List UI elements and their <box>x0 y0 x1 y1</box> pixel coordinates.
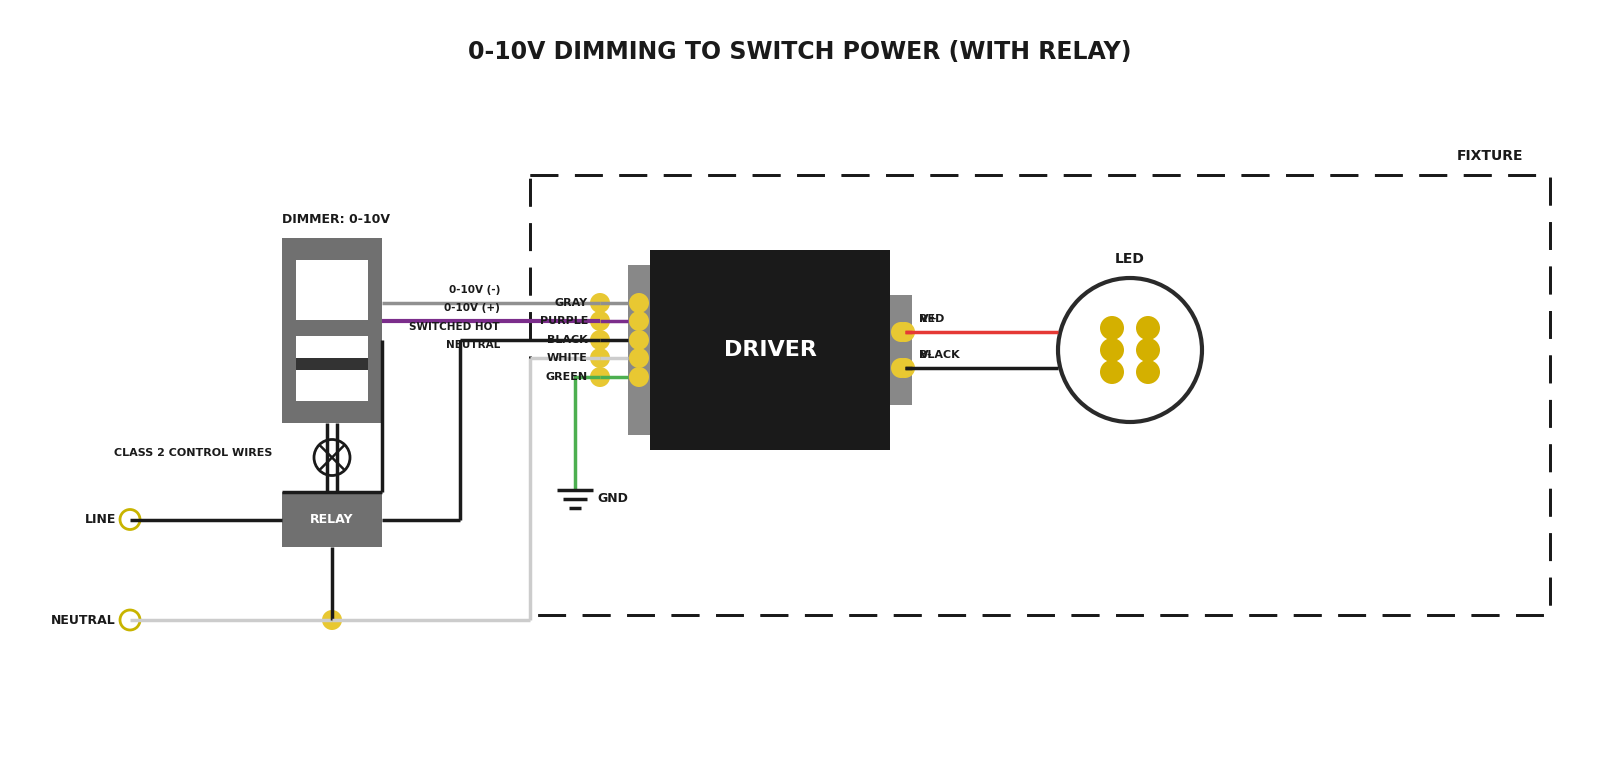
Circle shape <box>314 439 350 476</box>
Text: V-: V- <box>920 350 933 360</box>
Circle shape <box>590 330 610 350</box>
Text: GREEN: GREEN <box>546 372 589 382</box>
Bar <box>296 336 368 401</box>
Text: NEUTRAL: NEUTRAL <box>446 340 499 350</box>
Text: 0-10V DIMMING TO SWITCH POWER (WITH RELAY): 0-10V DIMMING TO SWITCH POWER (WITH RELA… <box>469 40 1131 64</box>
Text: LED: LED <box>1115 252 1146 266</box>
Circle shape <box>894 322 915 342</box>
Circle shape <box>590 367 610 387</box>
Text: GND: GND <box>597 492 627 505</box>
Bar <box>530 175 1550 615</box>
Circle shape <box>1101 316 1123 340</box>
Text: 0-10V (-): 0-10V (-) <box>448 285 499 295</box>
Bar <box>530 175 1550 615</box>
Circle shape <box>322 610 342 630</box>
Circle shape <box>1136 360 1160 384</box>
Circle shape <box>629 330 650 350</box>
Bar <box>282 238 382 423</box>
Circle shape <box>891 358 910 378</box>
Circle shape <box>629 367 650 387</box>
Text: GRAY: GRAY <box>555 298 589 308</box>
Circle shape <box>1101 338 1123 362</box>
Text: 0-10V (+): 0-10V (+) <box>445 303 499 313</box>
Text: FIXTURE: FIXTURE <box>1456 149 1523 163</box>
Circle shape <box>590 348 610 368</box>
Circle shape <box>590 311 610 331</box>
Circle shape <box>120 610 141 630</box>
Text: CLASS 2 CONTROL WIRES: CLASS 2 CONTROL WIRES <box>114 448 272 458</box>
Text: DIMMER: 0-10V: DIMMER: 0-10V <box>282 213 390 226</box>
Bar <box>296 260 368 320</box>
Circle shape <box>1101 360 1123 384</box>
Circle shape <box>629 348 650 368</box>
Text: DRIVER: DRIVER <box>723 340 816 360</box>
Bar <box>890 295 912 405</box>
Text: BLACK: BLACK <box>918 350 960 360</box>
Text: RELAY: RELAY <box>310 513 354 526</box>
Bar <box>296 358 368 370</box>
Text: BLACK: BLACK <box>547 335 589 345</box>
Text: NEUTRAL: NEUTRAL <box>51 613 115 626</box>
Text: PURPLE: PURPLE <box>539 316 589 326</box>
Circle shape <box>894 358 915 378</box>
Circle shape <box>120 509 141 530</box>
Text: SWITCHED HOT: SWITCHED HOT <box>410 322 499 332</box>
Circle shape <box>1058 278 1202 422</box>
Text: WHITE: WHITE <box>547 353 589 363</box>
Text: V+: V+ <box>920 314 938 324</box>
Circle shape <box>629 311 650 331</box>
Bar <box>650 250 890 450</box>
Bar <box>627 265 650 435</box>
Circle shape <box>1136 316 1160 340</box>
Text: RED: RED <box>918 314 944 324</box>
Circle shape <box>629 293 650 313</box>
Text: LINE: LINE <box>85 513 115 526</box>
Bar <box>282 492 382 547</box>
Circle shape <box>1136 338 1160 362</box>
Circle shape <box>891 322 910 342</box>
Circle shape <box>590 293 610 313</box>
